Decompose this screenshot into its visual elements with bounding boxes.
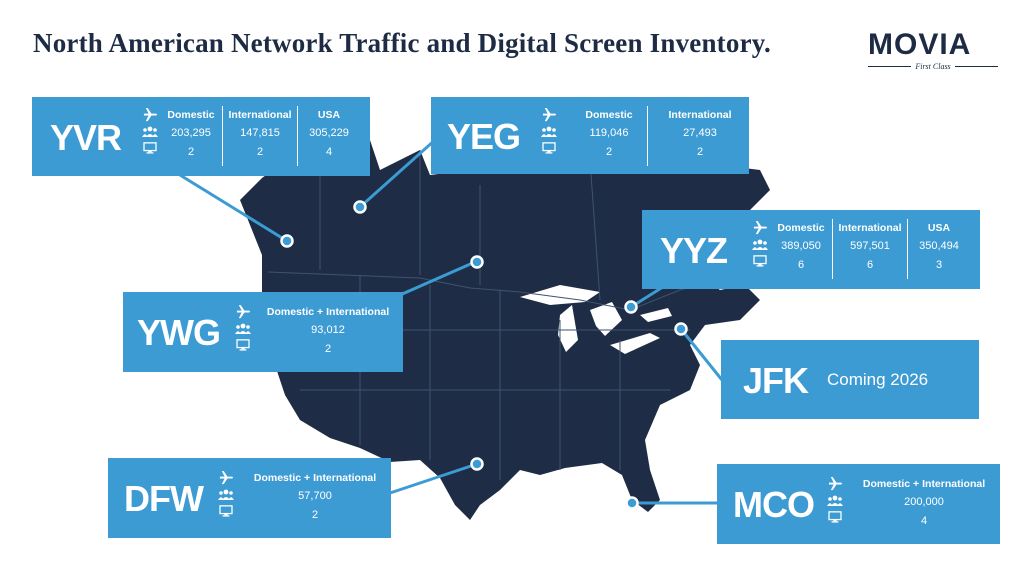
screen-count: 6 [866, 259, 874, 271]
people-icon [541, 126, 557, 138]
screen-count: 2 [256, 146, 264, 158]
card-yvr: YVR Domestic 203,295 2 International 147… [32, 97, 370, 176]
column-domestic: Domestic 203,295 2 [160, 106, 222, 166]
column-header: International [228, 109, 292, 121]
people-icon [752, 239, 768, 251]
logo-wordmark: MOVIA [868, 28, 972, 61]
marker-yeg [353, 200, 367, 214]
card-yyz: YYZ Domestic 389,050 6 International 597… [642, 210, 980, 289]
screen-count: 6 [797, 259, 805, 271]
passenger-value: 350,494 [919, 240, 959, 252]
card-dfw: DFW Domestic + International 57,700 2 [108, 458, 391, 538]
screen-count: 3 [935, 259, 943, 271]
column-domestic-international: Domestic + International 93,012 2 [263, 303, 393, 363]
column-header: Domestic [585, 109, 633, 121]
column-international: International 147,815 2 [222, 106, 297, 166]
airport-code: YWG [137, 312, 221, 353]
passenger-value: 203,295 [171, 127, 211, 139]
column-header: Domestic [167, 109, 215, 121]
people-icon [218, 489, 234, 501]
screen-icon [828, 511, 842, 523]
screen-count: 2 [324, 343, 332, 355]
screen-icon [236, 339, 250, 351]
marker-yvr [280, 234, 294, 248]
screen-count: 2 [187, 146, 195, 158]
screen-count: 2 [696, 146, 704, 158]
column-header: Domestic + International [862, 478, 986, 490]
airplane-icon [542, 107, 557, 122]
page-title: North American Network Traffic and Digit… [33, 28, 771, 58]
people-icon [235, 323, 251, 335]
passenger-value: 305,229 [309, 127, 349, 139]
column-header: USA [927, 222, 951, 234]
airplane-icon [236, 304, 251, 319]
column-domestic-international: Domestic + International 200,000 4 [857, 475, 991, 535]
column-international: International 27,493 2 [647, 106, 752, 166]
marker-yyz [624, 300, 638, 314]
airplane-icon [753, 220, 768, 235]
screen-count: 2 [605, 146, 613, 158]
airport-code: MCO [733, 484, 815, 525]
movia-logo: MOVIA First Class [868, 30, 998, 78]
airplane-icon [828, 476, 843, 491]
column-domestic: Domestic 119,046 2 [571, 106, 647, 166]
column-header: Domestic + International [266, 306, 390, 318]
column-usa: USA 350,494 3 [907, 219, 970, 279]
passenger-value: 147,815 [240, 127, 280, 139]
people-icon [827, 495, 843, 507]
column-header: USA [317, 109, 341, 121]
column-usa: USA 305,229 4 [297, 106, 360, 166]
airport-markers [280, 200, 688, 510]
screen-count: 4 [325, 146, 333, 158]
airport-code: DFW [124, 478, 204, 519]
screen-count: 4 [920, 515, 928, 527]
coming-soon-note: Coming 2026 [827, 370, 929, 389]
marker-dfw [470, 457, 484, 471]
airplane-icon [143, 107, 158, 122]
passenger-value: 57,700 [298, 490, 332, 502]
passenger-value: 389,050 [781, 240, 821, 252]
airport-code: YVR [50, 117, 122, 158]
card-mco: MCO Domestic + International 200,000 4 [717, 464, 1000, 544]
column-header: Domestic + International [253, 472, 377, 484]
airplane-icon [219, 470, 234, 485]
column-domestic: Domestic 389,050 6 [770, 219, 832, 279]
column-international: International 597,501 6 [832, 219, 907, 279]
screen-icon [219, 505, 233, 517]
column-header: Domestic [777, 222, 825, 234]
passenger-value: 119,046 [589, 127, 629, 139]
people-icon [142, 126, 158, 138]
card-ywg: YWG Domestic + International 93,012 2 [123, 292, 403, 372]
passenger-value: 200,000 [904, 496, 944, 508]
card-yeg: YEG Domestic 119,046 2 International 27,… [431, 97, 749, 174]
logo-tagline: First Class [915, 62, 951, 71]
marker-mco [625, 496, 639, 510]
screen-icon [542, 142, 556, 154]
screen-icon [143, 142, 157, 154]
marker-jfk [674, 322, 688, 336]
screen-icon [753, 255, 767, 267]
column-header: International [838, 222, 902, 234]
passenger-value: 27,493 [683, 127, 717, 139]
marker-ywg [470, 255, 484, 269]
airport-code: YYZ [660, 230, 728, 271]
airport-code: YEG [447, 116, 521, 157]
airport-code: JFK [743, 360, 809, 401]
column-domestic-international: Domestic + International 57,700 2 [248, 469, 382, 529]
column-header: International [668, 109, 732, 121]
passenger-value: 93,012 [311, 324, 345, 336]
card-jfk: JFK Coming 2026 [721, 340, 979, 419]
screen-count: 2 [311, 509, 319, 521]
passenger-value: 597,501 [850, 240, 890, 252]
